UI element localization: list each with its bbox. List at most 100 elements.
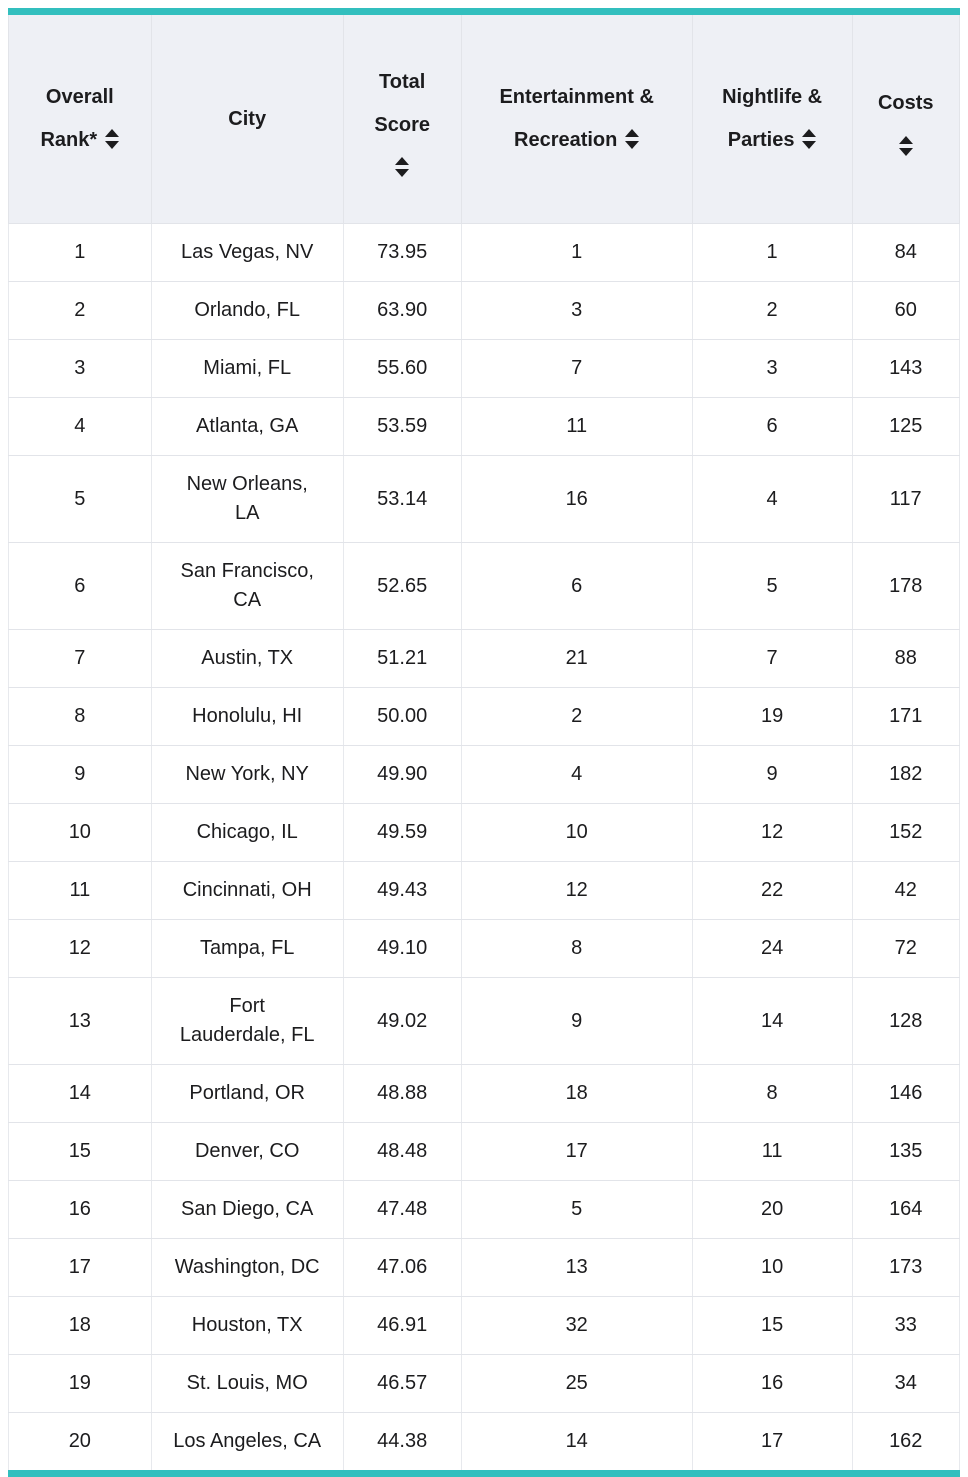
cell-overall-rank: 7: [8, 629, 152, 688]
table-row: 13 Fort Lauderdale, FL 49.02 9 14 128: [8, 977, 960, 1065]
cell-overall-rank: 15: [8, 1122, 152, 1181]
cell-total-score: 49.02: [342, 977, 462, 1065]
cell-nightlife-parties: 15: [691, 1296, 853, 1355]
cell-city: Miami, FL: [150, 339, 344, 398]
cell-costs: 152: [851, 803, 960, 862]
sort-icon: [625, 128, 640, 149]
cell-entertainment-recreation: 21: [460, 629, 693, 688]
cell-nightlife-parties: 2: [691, 281, 853, 340]
cell-total-score: 49.43: [342, 861, 462, 920]
table-row: 8 Honolulu, HI 50.00 2 19 171: [8, 687, 960, 746]
cell-entertainment-recreation: 8: [460, 919, 693, 978]
rankings-table-container: Overall Rank* City Total Score Entertainment …: [8, 8, 960, 1477]
table-row: 1 Las Vegas, NV 73.95 1 1 84: [8, 223, 960, 282]
cell-costs: 128: [851, 977, 960, 1065]
cell-entertainment-recreation: 32: [460, 1296, 693, 1355]
cell-entertainment-recreation: 13: [460, 1238, 693, 1297]
cell-nightlife-parties: 1: [691, 223, 853, 282]
cell-nightlife-parties: 6: [691, 397, 853, 456]
cell-costs: 171: [851, 687, 960, 746]
column-header-overall-rank[interactable]: Overall Rank*: [8, 15, 152, 224]
cell-nightlife-parties: 17: [691, 1412, 853, 1470]
table-row: 18 Houston, TX 46.91 32 15 33: [8, 1296, 960, 1355]
cell-city: San Francisco, CA: [150, 542, 344, 630]
cell-nightlife-parties: 10: [691, 1238, 853, 1297]
cell-nightlife-parties: 16: [691, 1354, 853, 1413]
cell-nightlife-parties: 19: [691, 687, 853, 746]
cell-costs: 60: [851, 281, 960, 340]
table-row: 15 Denver, CO 48.48 17 11 135: [8, 1122, 960, 1181]
column-header-nightlife-parties[interactable]: Nightlife & Parties: [691, 15, 853, 224]
cell-entertainment-recreation: 12: [460, 861, 693, 920]
cell-nightlife-parties: 20: [691, 1180, 853, 1239]
cell-overall-rank: 3: [8, 339, 152, 398]
cell-entertainment-recreation: 7: [460, 339, 693, 398]
cell-entertainment-recreation: 9: [460, 977, 693, 1065]
table-row: 19 St. Louis, MO 46.57 25 16 34: [8, 1354, 960, 1413]
cell-entertainment-recreation: 10: [460, 803, 693, 862]
cell-overall-rank: 17: [8, 1238, 152, 1297]
cell-overall-rank: 18: [8, 1296, 152, 1355]
column-label: Parties: [727, 129, 795, 151]
cell-city: Orlando, FL: [150, 281, 344, 340]
cell-overall-rank: 6: [8, 542, 152, 630]
cell-costs: 117: [851, 455, 960, 543]
table-row: 14 Portland, OR 48.88 18 8 146: [8, 1064, 960, 1123]
column-header-entertainment-recreation[interactable]: Entertainment & Recreation: [460, 15, 693, 224]
column-header-costs[interactable]: Costs: [851, 15, 960, 224]
cell-nightlife-parties: 24: [691, 919, 853, 978]
cell-total-score: 47.48: [342, 1180, 462, 1239]
cell-nightlife-parties: 3: [691, 339, 853, 398]
cell-total-score: 44.38: [342, 1412, 462, 1470]
cell-overall-rank: 9: [8, 745, 152, 804]
cell-costs: 162: [851, 1412, 960, 1470]
cell-nightlife-parties: 8: [691, 1064, 853, 1123]
cell-overall-rank: 2: [8, 281, 152, 340]
cell-overall-rank: 5: [8, 455, 152, 543]
cell-total-score: 46.57: [342, 1354, 462, 1413]
city-rankings-table: Overall Rank* City Total Score Entertainment …: [8, 15, 960, 1470]
cell-city: Washington, DC: [150, 1238, 344, 1297]
cell-nightlife-parties: 14: [691, 977, 853, 1065]
table-row: 10 Chicago, IL 49.59 10 12 152: [8, 803, 960, 862]
table-row: 4 Atlanta, GA 53.59 11 6 125: [8, 397, 960, 456]
column-label: Entertainment &: [499, 86, 654, 108]
table-row: 9 New York, NY 49.90 4 9 182: [8, 745, 960, 804]
cell-entertainment-recreation: 17: [460, 1122, 693, 1181]
cell-city: Los Angeles, CA: [150, 1412, 344, 1470]
cell-total-score: 55.60: [342, 339, 462, 398]
cell-costs: 135: [851, 1122, 960, 1181]
table-row: 12 Tampa, FL 49.10 8 24 72: [8, 919, 960, 978]
table-row: 2 Orlando, FL 63.90 3 2 60: [8, 281, 960, 340]
cell-costs: 182: [851, 745, 960, 804]
column-header-total-score[interactable]: Total Score: [342, 15, 462, 224]
cell-costs: 72: [851, 919, 960, 978]
cell-costs: 84: [851, 223, 960, 282]
cell-costs: 125: [851, 397, 960, 456]
cell-nightlife-parties: 12: [691, 803, 853, 862]
cell-total-score: 50.00: [342, 687, 462, 746]
cell-total-score: 63.90: [342, 281, 462, 340]
column-label: City: [228, 107, 267, 130]
cell-overall-rank: 10: [8, 803, 152, 862]
cell-city: Honolulu, HI: [150, 687, 344, 746]
sort-icon: [105, 128, 120, 149]
cell-overall-rank: 16: [8, 1180, 152, 1239]
cell-entertainment-recreation: 18: [460, 1064, 693, 1123]
cell-total-score: 53.59: [342, 397, 462, 456]
table-row: 6 San Francisco, CA 52.65 6 5 178: [8, 542, 960, 630]
cell-total-score: 53.14: [342, 455, 462, 543]
cell-costs: 143: [851, 339, 960, 398]
column-label: Recreation: [514, 129, 618, 151]
cell-total-score: 49.10: [342, 919, 462, 978]
cell-entertainment-recreation: 6: [460, 542, 693, 630]
cell-nightlife-parties: 22: [691, 861, 853, 920]
cell-city: Cincinnati, OH: [150, 861, 344, 920]
cell-overall-rank: 13: [8, 977, 152, 1065]
cell-costs: 146: [851, 1064, 960, 1123]
cell-entertainment-recreation: 11: [460, 397, 693, 456]
cell-total-score: 48.88: [342, 1064, 462, 1123]
column-label: Total: [379, 70, 426, 93]
table-row: 7 Austin, TX 51.21 21 7 88: [8, 629, 960, 688]
cell-overall-rank: 12: [8, 919, 152, 978]
